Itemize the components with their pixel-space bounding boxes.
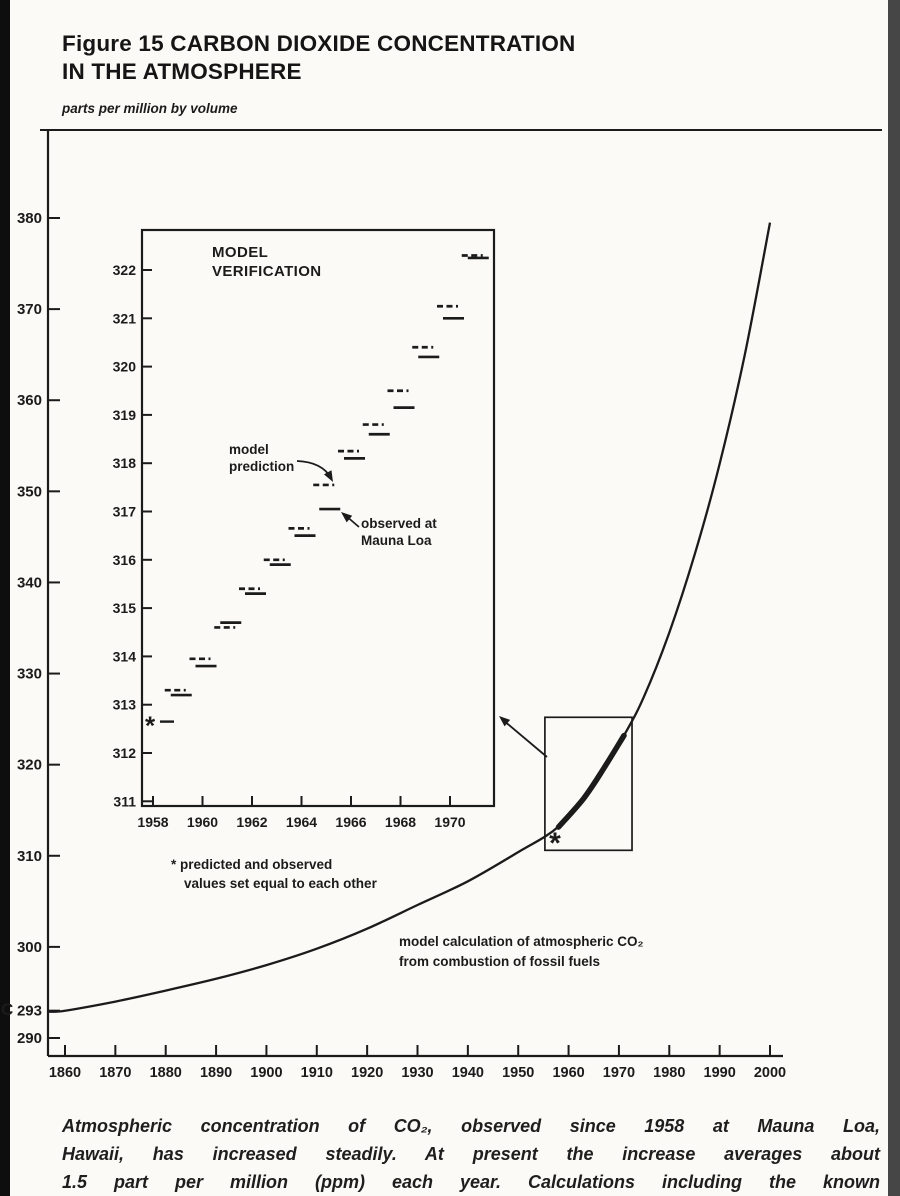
inset-title-line-1: MODEL [212, 244, 269, 261]
svg-text:312: 312 [113, 745, 137, 761]
svg-text:317: 317 [113, 504, 137, 520]
svg-text:2000: 2000 [754, 1065, 786, 1081]
svg-text:1890: 1890 [200, 1065, 232, 1081]
svg-text:314: 314 [113, 648, 137, 664]
svg-text:1960: 1960 [552, 1065, 584, 1081]
svg-text:320: 320 [113, 359, 137, 375]
svg-text:360: 360 [17, 392, 42, 409]
svg-text:1880: 1880 [150, 1065, 182, 1081]
svg-text:315: 315 [113, 600, 137, 616]
svg-text:300: 300 [17, 939, 42, 956]
svg-text:1980: 1980 [653, 1065, 685, 1081]
svg-text:316: 316 [113, 552, 137, 568]
svg-text:1966: 1966 [335, 814, 366, 830]
svg-text:380: 380 [17, 210, 42, 227]
svg-text:330: 330 [17, 666, 42, 683]
observed-label-line-2: Mauna Loa [361, 532, 432, 548]
svg-text:370: 370 [17, 301, 42, 318]
svg-text:1950: 1950 [502, 1065, 534, 1081]
caption-line-1: Atmospheric concentration of CO₂, observ… [62, 1116, 880, 1136]
svg-text:1962: 1962 [236, 814, 267, 830]
svg-text:1870: 1870 [99, 1065, 131, 1081]
model-calculation-annotation: model calculation of atmospheric CO₂ fro… [399, 932, 644, 972]
caption-line-2: Hawaii, has increased steadily. At prese… [62, 1144, 880, 1164]
svg-text:1970: 1970 [603, 1065, 635, 1081]
scan-edge-left [0, 0, 10, 1196]
svg-text:318: 318 [113, 455, 137, 471]
svg-text:1920: 1920 [351, 1065, 383, 1081]
svg-text:313: 313 [113, 697, 137, 713]
model-prediction-label: model prediction [229, 442, 294, 475]
model-prediction-label-line-1: model [229, 442, 269, 457]
svg-text:340: 340 [17, 574, 42, 591]
caption-line-3: 1.5 part per million (ppm) each year. Ca… [62, 1172, 880, 1192]
model-prediction-label-line-2: prediction [229, 458, 295, 474]
svg-text:290: 290 [17, 1030, 42, 1047]
inset-footnote-line-2: values set equal to each other [184, 876, 377, 891]
figure-title-line-1: Figure 15 CARBON DIOXIDE CONCENTRATION [62, 31, 576, 56]
figure-caption: Atmospheric concentration of CO₂, observ… [62, 1112, 880, 1196]
svg-text:310: 310 [17, 848, 42, 865]
figure-title-line-2: IN THE ATMOSPHERE [62, 59, 302, 84]
model-calculation-annotation-line-2: from combustion of fossil fuels [399, 954, 601, 969]
scan-margin-artifact: C [1, 1000, 14, 1019]
svg-text:1860: 1860 [49, 1065, 81, 1081]
svg-text:1958: 1958 [137, 814, 168, 830]
svg-text:321: 321 [113, 310, 137, 326]
observed-label-line-1: observed at [361, 516, 437, 531]
svg-text:311: 311 [113, 793, 136, 809]
inset-footnote: * predicted and observed values set equa… [171, 855, 377, 893]
observed-mauna-loa-label: observed at Mauna Loa [361, 516, 437, 549]
inset-footnote-line-1: * predicted and observed [171, 857, 333, 872]
y-axis-unit-label: parts per million by volume [62, 101, 238, 116]
svg-text:1970: 1970 [434, 814, 465, 830]
svg-text:1900: 1900 [250, 1065, 282, 1081]
scan-edge-right [888, 0, 900, 1196]
model-calculation-annotation-line-1: model calculation of atmospheric CO₂ [399, 934, 644, 949]
svg-text:1910: 1910 [301, 1065, 333, 1081]
svg-text:319: 319 [113, 407, 137, 423]
svg-text:1964: 1964 [286, 814, 317, 830]
svg-text:1930: 1930 [401, 1065, 433, 1081]
svg-text:1940: 1940 [452, 1065, 484, 1081]
svg-text:293: 293 [17, 1003, 42, 1020]
svg-text:1990: 1990 [704, 1065, 736, 1081]
figure-title: Figure 15 CARBON DIOXIDE CONCENTRATION I… [62, 30, 575, 86]
svg-text:322: 322 [113, 262, 137, 278]
svg-text:1968: 1968 [385, 814, 416, 830]
svg-text:350: 350 [17, 483, 42, 500]
svg-text:*: * [549, 827, 561, 860]
svg-text:1960: 1960 [187, 814, 218, 830]
svg-text:*: * [145, 711, 156, 741]
inset-chart-title: MODEL VERIFICATION [212, 243, 322, 281]
svg-text:320: 320 [17, 757, 42, 774]
inset-title-line-2: VERIFICATION [212, 263, 322, 280]
